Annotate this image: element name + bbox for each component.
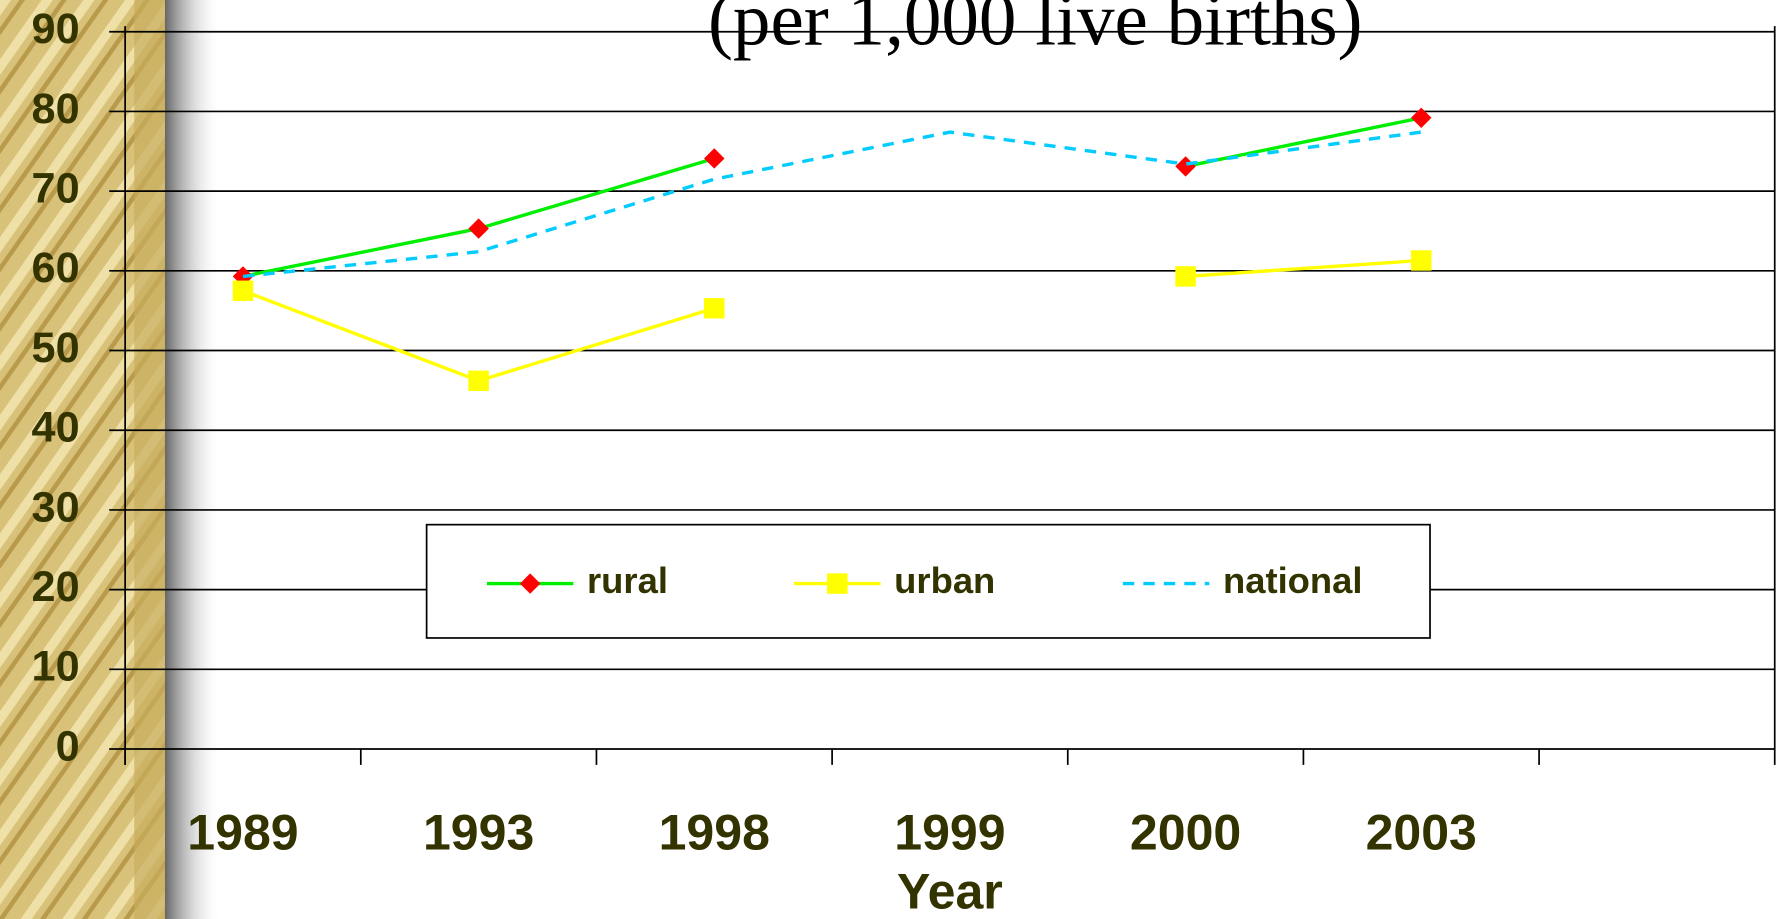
legend-label: rural <box>587 560 668 601</box>
y-tick-label: 70 <box>32 165 80 213</box>
y-tick-label: 50 <box>32 324 80 372</box>
x-tick-label: 1998 <box>659 805 770 861</box>
y-tick-label: 20 <box>32 563 80 611</box>
series-line <box>242 130 1422 279</box>
decor-shadow <box>164 0 222 919</box>
data-point <box>1411 250 1432 271</box>
data-point <box>468 370 489 392</box>
x-tick-label: 2003 <box>1366 805 1477 861</box>
data-point <box>468 218 489 239</box>
y-tick-label: 60 <box>32 244 80 292</box>
x-tick-label: 2000 <box>1130 805 1241 861</box>
data-point <box>232 280 254 301</box>
y-tick-label: 30 <box>32 483 80 531</box>
x-tick-label: 1989 <box>187 805 298 861</box>
y-tick-label: 0 <box>56 722 80 770</box>
y-tick-label: 80 <box>32 85 80 133</box>
y-tick-label: 90 <box>32 5 80 53</box>
x-axis-label: Year <box>897 863 1003 919</box>
data-point <box>1175 266 1196 287</box>
data-point <box>1175 156 1196 177</box>
legend: rural urban national <box>425 523 1431 639</box>
x-tick-label: 1993 <box>423 805 534 861</box>
chart-title: (per 1,000 live births) <box>708 0 1363 61</box>
data-point <box>1411 107 1432 129</box>
series-line <box>242 116 1422 279</box>
x-tick-label: 1999 <box>894 805 1005 861</box>
series-line <box>242 258 1422 383</box>
data-point <box>704 148 725 169</box>
data-point <box>704 298 725 319</box>
y-tick-label: 40 <box>32 404 80 452</box>
legend-label: national <box>1223 560 1363 601</box>
y-tick-label: 10 <box>32 643 80 691</box>
decor-band <box>134 0 165 919</box>
legend-box <box>425 523 1431 639</box>
legend-label: urban <box>894 560 995 601</box>
legend-marker <box>827 573 848 594</box>
